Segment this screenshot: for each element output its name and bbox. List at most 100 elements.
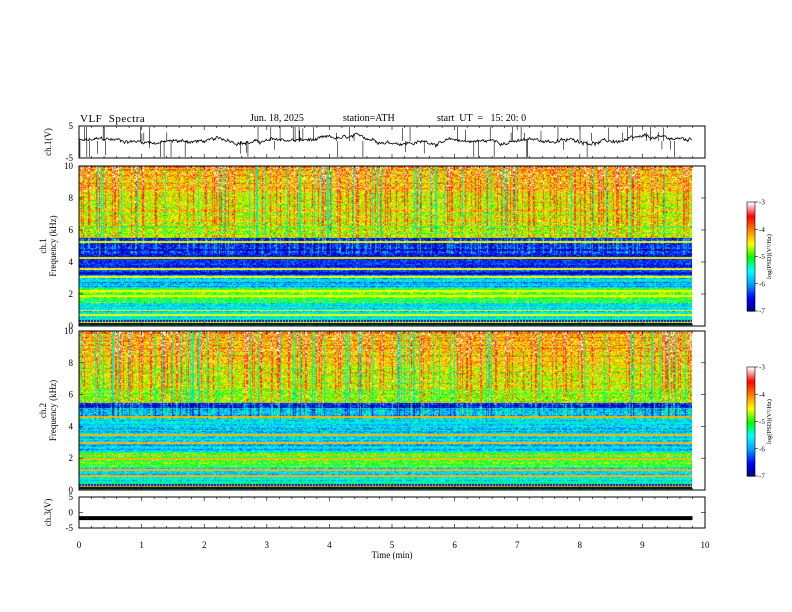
colorbar-cell bbox=[747, 211, 755, 214]
ch1-trace bbox=[78, 132, 693, 149]
colorbar-cell bbox=[747, 260, 755, 263]
colorbar-cell bbox=[747, 426, 755, 430]
colorbar-cell bbox=[747, 212, 755, 216]
colorbar-cell bbox=[747, 256, 755, 259]
colorbar-cell bbox=[747, 238, 755, 241]
colorbar-cell bbox=[747, 454, 755, 457]
colorbar-tick-label: -4 bbox=[759, 226, 765, 234]
colorbar-cell bbox=[747, 225, 755, 229]
colorbar-cell bbox=[747, 287, 755, 290]
y-tick-label: 6 bbox=[69, 225, 74, 235]
colorbar-cell bbox=[747, 421, 755, 424]
colorbar-cell bbox=[747, 269, 755, 272]
colorbar-cell bbox=[747, 227, 755, 230]
colorbar-cell bbox=[747, 218, 755, 221]
colorbar-cell bbox=[747, 300, 755, 303]
colorbar-cell bbox=[747, 388, 755, 392]
colorbar-cell bbox=[747, 403, 755, 406]
y-tick-label: 0 bbox=[69, 321, 74, 331]
colorbar-cell bbox=[747, 425, 755, 428]
colorbar-cell bbox=[747, 457, 755, 461]
colorbar-cell bbox=[747, 474, 755, 477]
y-tick-label: 8 bbox=[69, 358, 74, 368]
colorbar-cell bbox=[747, 434, 755, 437]
x-tick-label: 8 bbox=[578, 540, 583, 550]
y-axis-label: ch.1(V) bbox=[43, 128, 53, 156]
colorbar-cell bbox=[747, 443, 755, 446]
y-tick-label: 0 bbox=[69, 508, 74, 518]
colorbar-cell bbox=[747, 445, 755, 448]
x-tick-label: 10 bbox=[701, 540, 711, 550]
y-tick-label: 4 bbox=[69, 421, 74, 431]
colorbar-cell bbox=[747, 367, 755, 370]
colorbar-cell bbox=[747, 439, 755, 443]
y-axis-label: Frequency (kHz) bbox=[48, 380, 58, 441]
colorbar-cell bbox=[747, 432, 755, 435]
colorbar-tick-label: -6 bbox=[759, 445, 765, 453]
colorbar-cell bbox=[747, 437, 755, 441]
station-label: station=ATH bbox=[343, 113, 395, 124]
colorbar-cell bbox=[747, 296, 755, 299]
x-axis-label: Time (min) bbox=[372, 550, 413, 560]
x-tick-label: 1 bbox=[139, 540, 144, 550]
y-tick-label: -5 bbox=[66, 153, 74, 163]
colorbar-cell bbox=[747, 441, 755, 444]
colorbar-cell bbox=[747, 466, 755, 470]
colorbar-cell bbox=[747, 405, 755, 408]
colorbar-cell bbox=[747, 203, 755, 207]
colorbar-cell bbox=[747, 232, 755, 236]
colorbar-cell bbox=[747, 202, 755, 205]
colorbar-cell bbox=[747, 241, 755, 245]
y-tick-label: 2 bbox=[69, 453, 74, 463]
colorbar-cell bbox=[747, 292, 755, 296]
y-tick-label: 0 bbox=[69, 485, 74, 495]
panel-frame-ch3-waveform bbox=[78, 496, 706, 529]
colorbar-cell bbox=[747, 276, 755, 279]
colorbar-cell bbox=[747, 221, 755, 225]
colorbar-cell bbox=[747, 390, 755, 394]
colorbar-cell bbox=[747, 261, 755, 265]
colorbar-cell bbox=[747, 291, 755, 294]
colorbar-cell bbox=[747, 274, 755, 278]
colorbar-cell bbox=[747, 263, 755, 267]
colorbar-cell bbox=[747, 465, 755, 468]
x-tick-label: 9 bbox=[640, 540, 645, 550]
colorbar-cell bbox=[747, 281, 755, 285]
spectrogram-ch1-spectrogram bbox=[79, 166, 692, 326]
y-axis-label: ch.3(V) bbox=[43, 499, 53, 527]
colorbar-cell bbox=[747, 294, 755, 298]
colorbar-cell bbox=[747, 278, 755, 281]
colorbar-cell bbox=[747, 419, 755, 423]
colorbar-cell bbox=[747, 410, 755, 414]
x-tick-label: 5 bbox=[390, 540, 395, 550]
colorbar-cell bbox=[747, 450, 755, 453]
colorbar-cell bbox=[747, 368, 755, 372]
colorbar-cell bbox=[747, 456, 755, 459]
y-axis-label: Frequency (kHz) bbox=[48, 215, 58, 276]
y-tick-label: 10 bbox=[64, 326, 74, 336]
colorbar-cell bbox=[747, 370, 755, 374]
colorbar-label: log(PSD)(V²/Hz) bbox=[766, 399, 773, 444]
colorbar-cell bbox=[747, 214, 755, 218]
colorbar-cell bbox=[747, 379, 755, 383]
colorbar-cell bbox=[747, 463, 755, 466]
colorbar-cell bbox=[747, 381, 755, 384]
colorbar-cell bbox=[747, 243, 755, 247]
y-tick-label: 5 bbox=[69, 121, 74, 131]
x-tick-label: 0 bbox=[77, 540, 82, 550]
y-tick-label: 6 bbox=[69, 390, 74, 400]
y-tick-label: 4 bbox=[69, 257, 74, 267]
colorbar-cell bbox=[747, 392, 755, 395]
colorbar-cell bbox=[747, 223, 755, 227]
colorbar-cell bbox=[747, 472, 755, 475]
colorbar-cell bbox=[747, 459, 755, 463]
x-tick-label: 2 bbox=[202, 540, 207, 550]
colorbar-cell bbox=[747, 240, 755, 243]
colorbar-cell bbox=[747, 448, 755, 452]
colorbar-cell bbox=[747, 461, 755, 464]
colorbar-cell bbox=[747, 216, 755, 219]
colorbar-cell bbox=[747, 283, 755, 287]
colorbar-cell bbox=[747, 289, 755, 292]
colorbar-cell bbox=[747, 305, 755, 308]
colorbar-cell bbox=[747, 309, 755, 312]
